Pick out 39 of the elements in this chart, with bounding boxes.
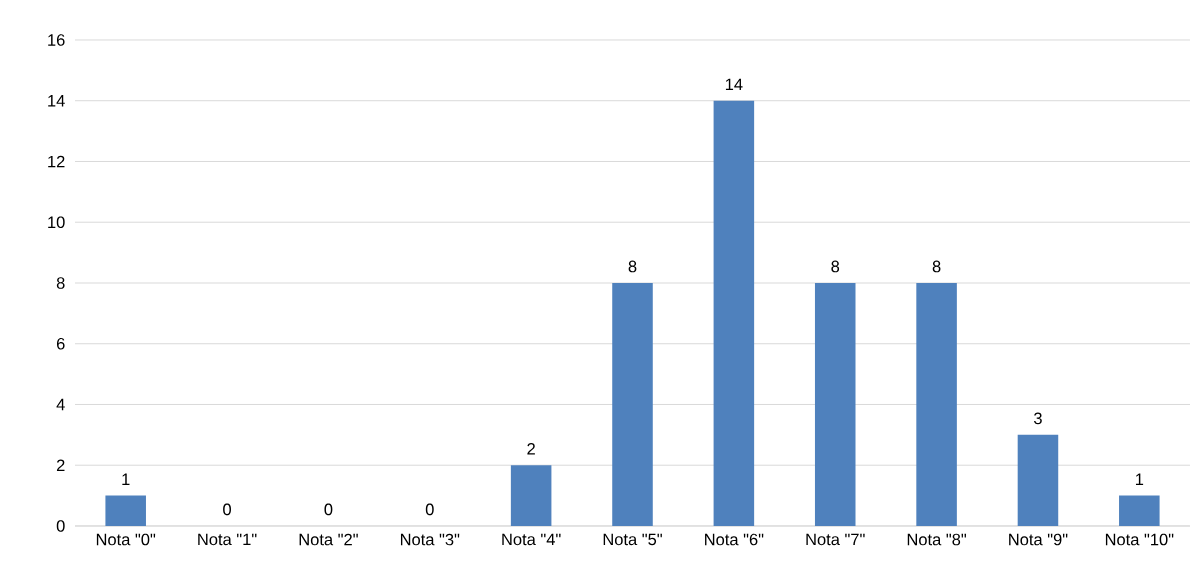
bar <box>1119 495 1160 526</box>
data-label: 0 <box>324 503 333 516</box>
x-tick-label: Nota "10" <box>1105 533 1174 546</box>
bar <box>612 282 653 526</box>
y-tick-label: 2 <box>56 459 65 471</box>
x-tick-label: Nota "9" <box>1009 533 1068 546</box>
x-tick-label: Nota "2" <box>299 533 358 546</box>
y-tick-label: 6 <box>56 337 65 350</box>
bar <box>916 282 957 526</box>
y-tick-label: 16 <box>48 34 65 46</box>
x-tick-label: Nota "0" <box>96 533 156 546</box>
data-label: 0 <box>223 503 231 516</box>
data-label: 3 <box>1033 412 1042 425</box>
x-tick-label: Nota "5" <box>603 533 662 546</box>
x-tick-label: Nota "1" <box>198 533 257 546</box>
bar <box>105 495 146 526</box>
data-label: 1 <box>122 473 130 485</box>
data-label: 8 <box>628 260 637 273</box>
data-label: 8 <box>831 260 840 273</box>
y-tick-label: 8 <box>56 277 65 289</box>
data-label: 2 <box>527 443 535 455</box>
data-label: 14 <box>725 78 743 91</box>
x-tick-label: Nota "7" <box>806 533 865 546</box>
y-tick-label: 10 <box>48 216 65 229</box>
bar <box>713 100 755 526</box>
y-tick-label: 14 <box>48 95 65 107</box>
data-label: 8 <box>932 260 941 273</box>
y-tick-label: 12 <box>48 155 65 168</box>
y-tick-label: 0 <box>56 520 65 532</box>
x-tick-label: Nota "3" <box>400 533 460 546</box>
bar <box>510 465 552 526</box>
x-tick-label: Nota "8" <box>907 533 967 546</box>
x-tick-label: Nota "6" <box>705 533 764 546</box>
data-label: 1 <box>1135 473 1144 485</box>
y-tick-label: 4 <box>56 398 65 411</box>
x-tick-label: Nota "4" <box>502 533 561 546</box>
bar <box>1017 434 1059 526</box>
data-label: 0 <box>425 503 434 516</box>
bar <box>814 282 856 526</box>
